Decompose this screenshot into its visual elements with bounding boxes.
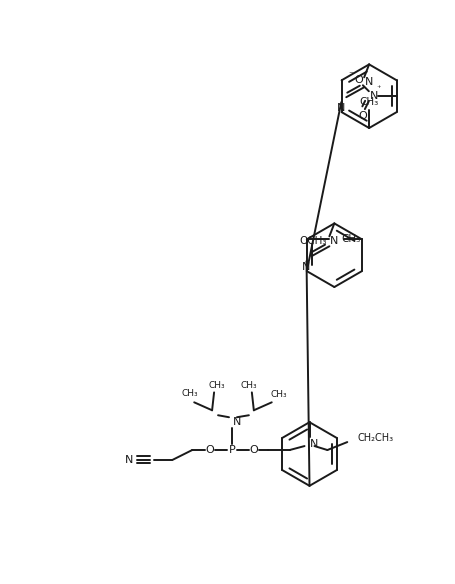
Text: CH₃: CH₃	[359, 97, 378, 107]
Text: N: N	[232, 417, 241, 427]
Text: CH₃: CH₃	[341, 234, 360, 244]
Text: N: N	[302, 262, 310, 272]
Text: N: N	[309, 439, 318, 449]
Text: O: O	[205, 445, 214, 455]
Text: CH₃: CH₃	[270, 390, 286, 399]
Text: ⁻: ⁻	[348, 70, 353, 81]
Text: N: N	[369, 91, 377, 101]
Text: CH₃: CH₃	[240, 381, 257, 390]
Text: CH₃: CH₃	[182, 389, 198, 398]
Text: N: N	[364, 77, 373, 87]
Text: N: N	[124, 455, 132, 465]
Text: O: O	[249, 445, 258, 455]
Text: CH₃: CH₃	[208, 381, 225, 390]
Text: O: O	[354, 75, 363, 85]
Text: OCH₃: OCH₃	[299, 237, 326, 246]
Text: O: O	[358, 111, 366, 121]
Text: N: N	[336, 103, 345, 113]
Text: N: N	[329, 237, 338, 246]
Text: ⁺: ⁺	[376, 84, 380, 93]
Text: P: P	[228, 445, 235, 455]
Text: CH₂CH₃: CH₂CH₃	[356, 433, 393, 443]
